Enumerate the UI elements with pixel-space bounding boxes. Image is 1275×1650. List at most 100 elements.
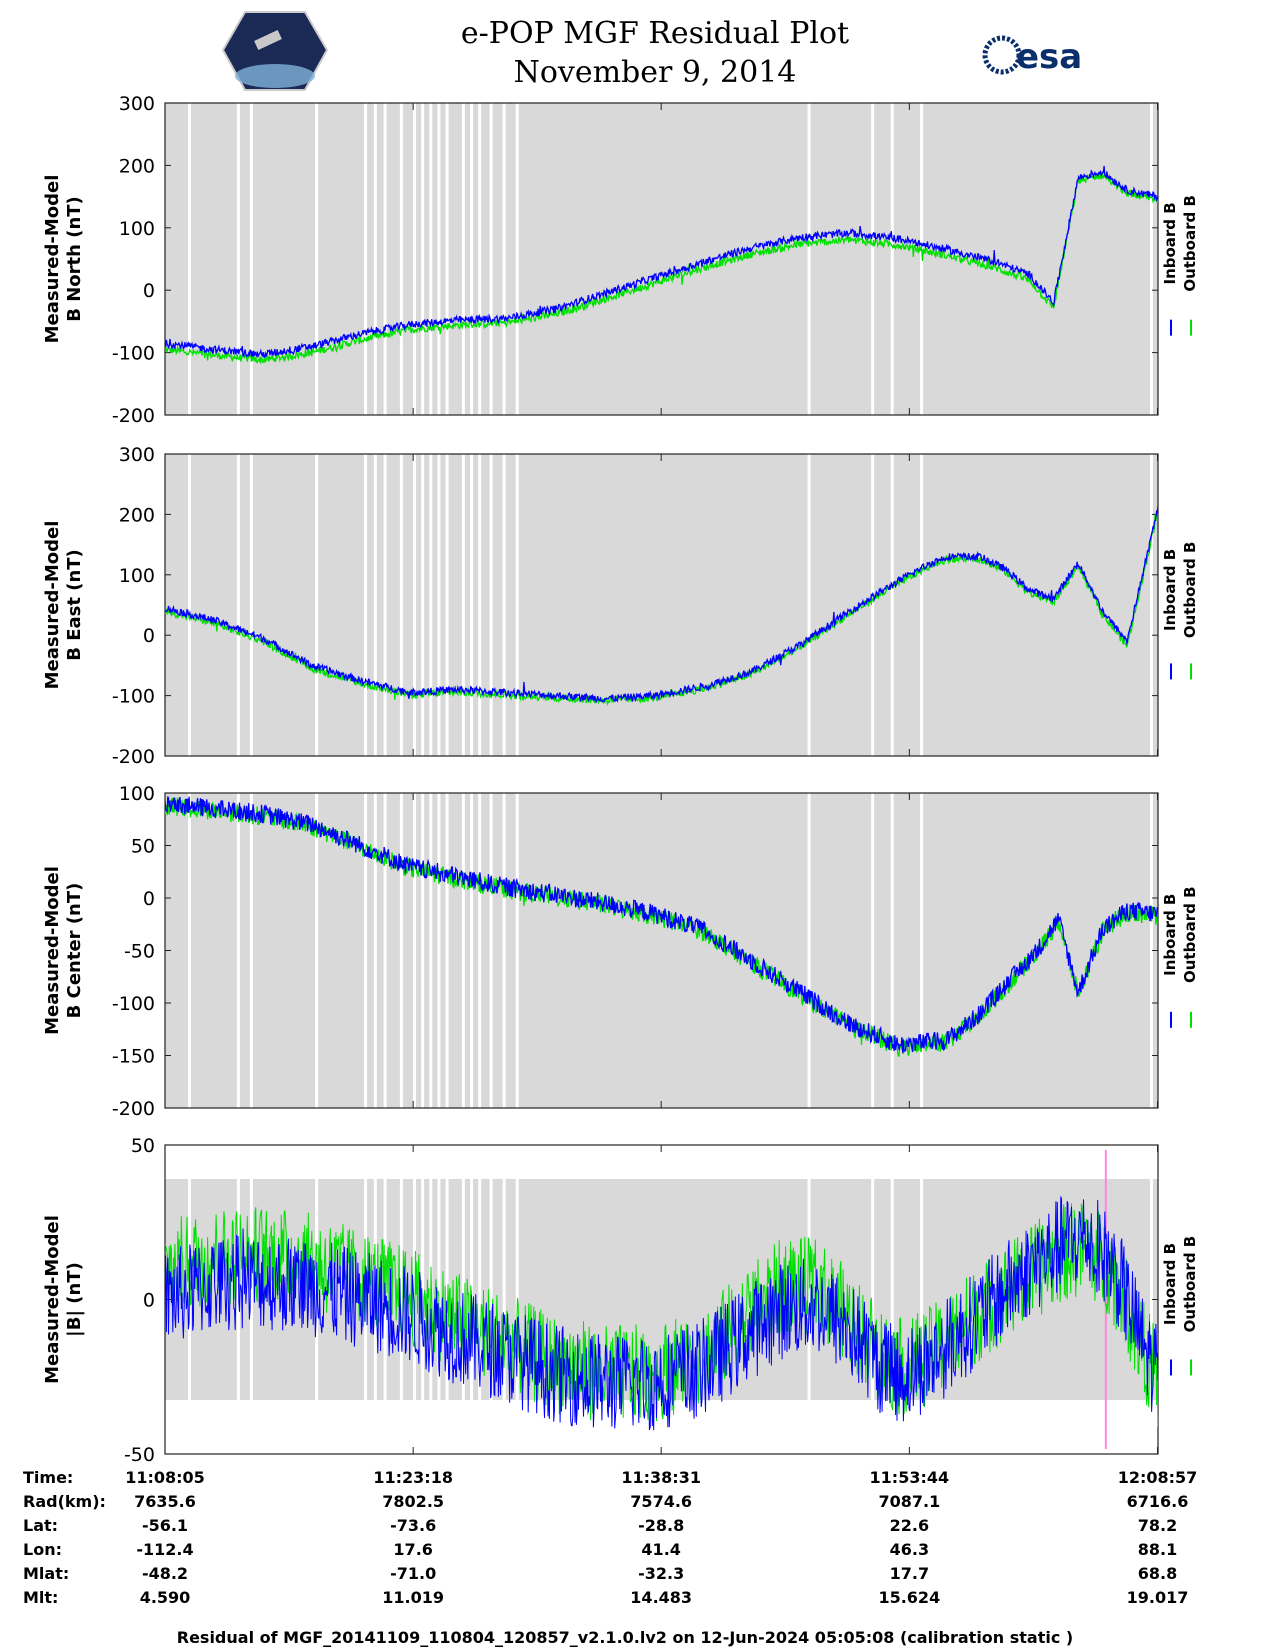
table-cell-mlt: 15.624 [878, 1588, 940, 1607]
data-gap [478, 103, 482, 415]
y-axis-label: Measured-Model |B| (nT) [42, 1215, 85, 1384]
data-gap [437, 793, 441, 1108]
table-cell-lon: 88.1 [1138, 1540, 1177, 1559]
data-gap [807, 1179, 811, 1400]
table-row-label-lat: Lat: [23, 1516, 58, 1535]
y-tick-label: -200 [112, 1098, 155, 1120]
table-cell-mlat: -71.0 [390, 1564, 436, 1583]
y-axis-label-line2: B Center (nT) [64, 883, 85, 1019]
data-gap [429, 454, 433, 756]
y-axis-label-line2: B East (nT) [64, 549, 85, 661]
series-inboard-line [165, 796, 1158, 1053]
data-gap [871, 454, 875, 756]
table-cell-lat: -73.6 [390, 1516, 436, 1535]
data-gap [399, 793, 403, 1108]
data-gap [890, 103, 894, 415]
esa-logo: esa [982, 35, 1082, 77]
y-tick-label: 100 [119, 218, 155, 240]
data-gap [399, 103, 403, 415]
y-tick-label: 0 [143, 625, 155, 647]
data-gap [489, 1179, 493, 1400]
panel-b-east: 300 200 100 0 -100 -200 Measured-Model B East (… [42, 444, 1199, 768]
legend: Inboard B Outboard B [1161, 195, 1199, 292]
table-cell-time: 11:23:18 [373, 1468, 453, 1487]
data-gap [920, 103, 924, 415]
data-gap [461, 103, 465, 415]
y-tick-label: 0 [143, 888, 155, 910]
data-gap [890, 1179, 894, 1400]
table-cell-lat: -56.1 [142, 1516, 188, 1535]
data-gap [1149, 103, 1153, 415]
y-axis-label-line1: Measured-Model [42, 1215, 63, 1384]
data-gap [249, 1179, 253, 1400]
y-axis-label-line1: Measured-Model [42, 175, 63, 344]
data-gap [890, 454, 894, 756]
panel-b-magnitude: 50 0 -50 Measured-Model |B| (nT) Inboard B Out… [42, 1135, 1199, 1466]
data-gap [515, 793, 519, 1108]
data-gap [412, 103, 416, 415]
legend-inboard-label: Inboard B [1161, 1243, 1179, 1325]
data-gap [187, 454, 191, 756]
table-cell-mlat: 68.8 [1138, 1564, 1177, 1583]
table-row-label-mlt: Mlt: [23, 1588, 58, 1607]
panel-b-center: 100 50 0 -50 -100 -150 -200 Measured-Model B Cen… [42, 783, 1199, 1120]
y-tick-label: -50 [124, 941, 155, 963]
data-gap [1149, 793, 1153, 1108]
panel-background [165, 103, 1158, 415]
table-cell-lat: -28.8 [638, 1516, 684, 1535]
cassiope-logo-earth [235, 64, 315, 88]
data-gap [470, 793, 474, 1108]
legend-outboard-label: Outboard B [1181, 542, 1199, 639]
series-inboard-line [165, 1196, 1158, 1431]
table-cell-mlt: 11.019 [382, 1588, 444, 1607]
data-gap [461, 454, 465, 756]
data-gap [383, 454, 387, 756]
table-cell-mlt: 19.017 [1127, 1588, 1189, 1607]
data-gap [236, 454, 240, 756]
table-cell-lat: 22.6 [890, 1516, 929, 1535]
data-gap [1149, 1179, 1153, 1400]
data-gap [807, 793, 811, 1108]
y-tick-label: 100 [119, 783, 155, 805]
data-gap [445, 454, 449, 756]
table-row-label-mlat: Mlat: [23, 1564, 69, 1583]
data-gap [315, 103, 319, 415]
table-cell-rad: 6716.6 [1127, 1492, 1189, 1511]
table-cell-mlt: 14.483 [630, 1588, 692, 1607]
legend-inboard-label: Inboard B [1161, 894, 1179, 976]
data-gap [437, 103, 441, 415]
data-gap [445, 103, 449, 415]
data-gap [461, 1179, 465, 1400]
legend-outboard-label: Outboard B [1181, 886, 1199, 983]
legend-outboard-label: Outboard B [1181, 1236, 1199, 1333]
legend-inboard-label: Inboard B [1161, 549, 1179, 631]
data-gap [437, 1179, 441, 1400]
y-tick-label: 100 [119, 565, 155, 587]
data-gap [429, 103, 433, 415]
data-gap [871, 1179, 875, 1400]
plot-title-line1: e-POP MGF Residual Plot [461, 16, 849, 51]
y-axis-label-line2: |B| (nT) [64, 1262, 85, 1337]
table-row-label-time: Time: [23, 1468, 73, 1487]
data-gap [364, 103, 368, 415]
y-tick-label: -200 [112, 746, 155, 768]
data-gap [373, 103, 377, 415]
data-gap [478, 793, 482, 1108]
y-tick-label: 300 [119, 93, 155, 115]
y-tick-label: -200 [112, 405, 155, 427]
data-gap [421, 793, 425, 1108]
table-cell-time: 11:53:44 [870, 1468, 950, 1487]
data-gap [920, 1179, 924, 1400]
data-gap [373, 454, 377, 756]
table-cell-lon: 17.6 [393, 1540, 432, 1559]
data-gap [249, 103, 253, 415]
data-gap [236, 103, 240, 415]
data-gap [489, 454, 493, 756]
data-gap [807, 454, 811, 756]
data-gap [478, 1179, 482, 1400]
y-tick-label: 0 [143, 1290, 155, 1312]
data-gap [249, 454, 253, 756]
table-cell-rad: 7087.1 [878, 1492, 940, 1511]
data-gap [373, 793, 377, 1108]
